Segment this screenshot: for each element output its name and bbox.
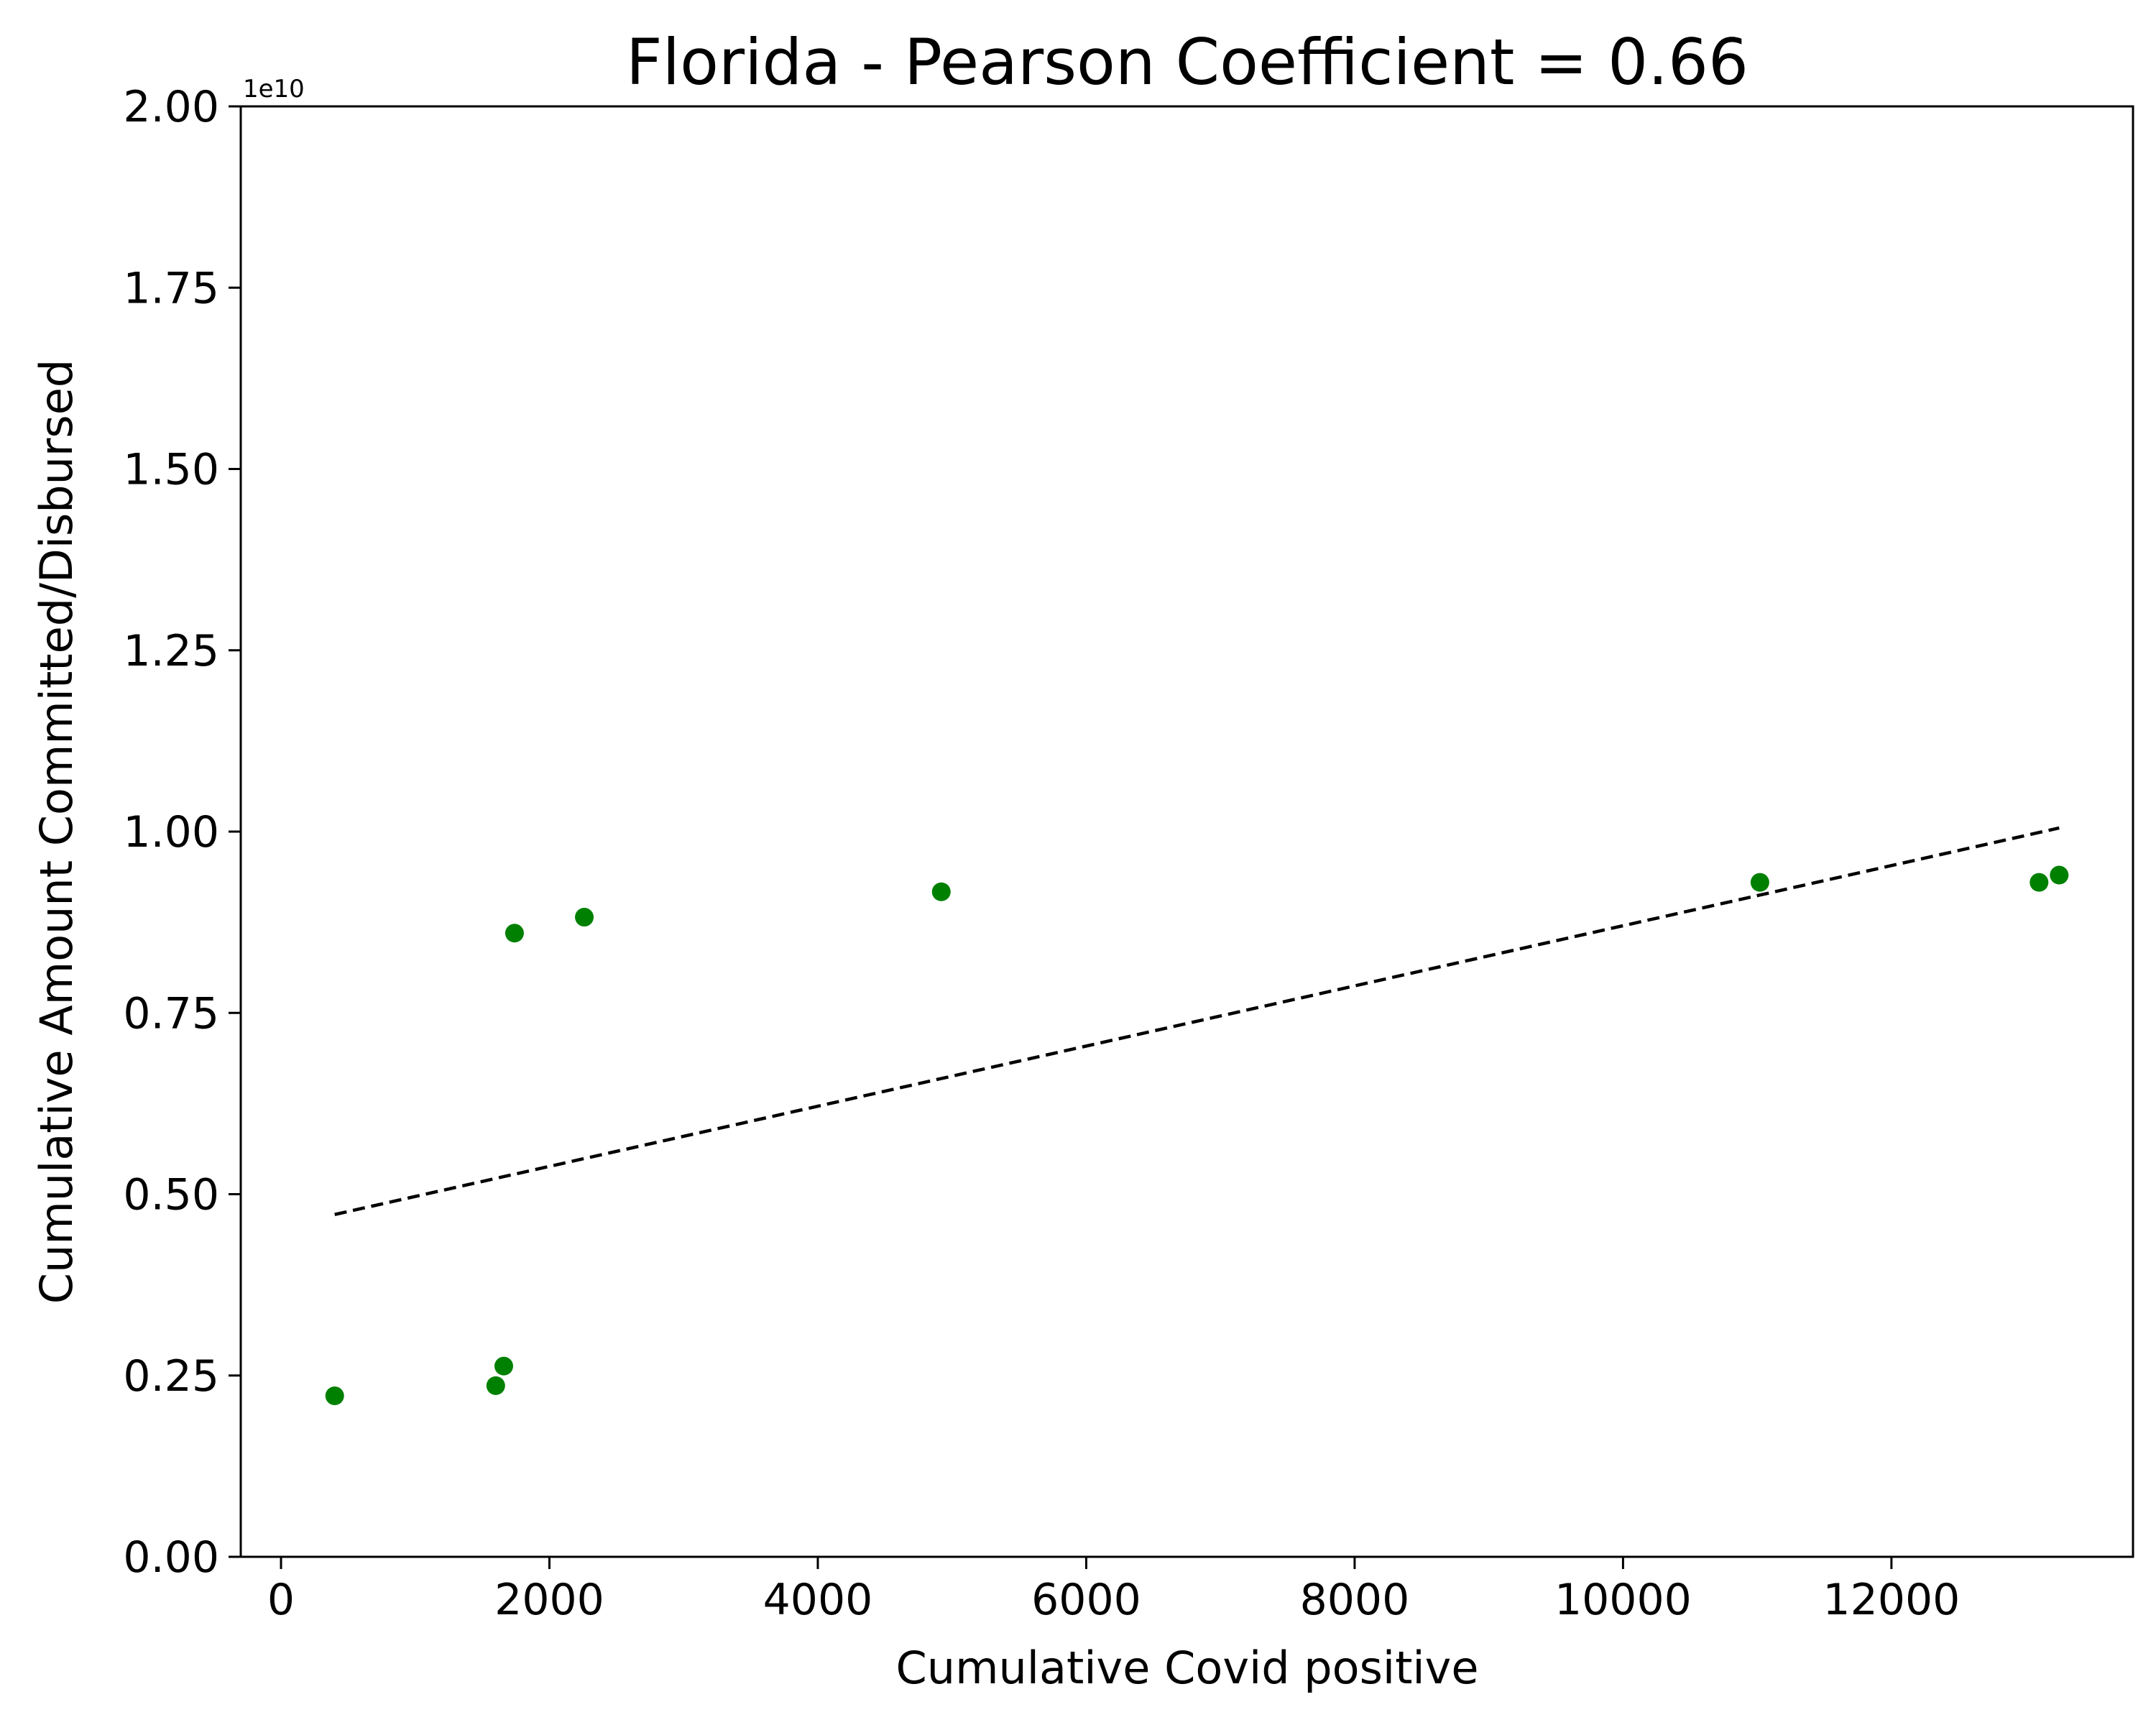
data-point [931,882,951,901]
y-tick-label: 1.75 [123,263,219,313]
x-tick-label: 12000 [1823,1575,1960,1625]
x-tick-label: 6000 [1031,1575,1141,1625]
data-point [494,1356,514,1376]
data-point [1750,873,1769,892]
plot-area: 0 2000 4000 6000 8000 10000 12000 0.00 0.25 0.50 0… [123,82,2134,1625]
chart-title: Florida - Pearson Coefficient = 0.66 [626,25,1749,99]
y-tick-label: 1.00 [123,807,219,857]
data-point [486,1376,505,1395]
data-point [325,1386,344,1406]
y-axis-label: Cumulative Amount Committed/Disbursed [30,359,83,1304]
y-tick-label: 0.25 [123,1351,219,1402]
y-tick-label: 1.25 [123,626,219,676]
y-tick-label: 0.00 [123,1532,219,1583]
data-point [575,908,594,927]
x-tick-label: 2000 [494,1575,604,1625]
plot-frame [239,105,2134,1558]
x-tick-label: 8000 [1300,1575,1410,1625]
y-axis-offset-label: 1e10 [243,75,305,104]
y-tick-label: 0.50 [123,1170,219,1220]
y-tick-label: 2.00 [123,82,219,132]
y-tick-label: 1.50 [123,445,219,495]
trend-line [334,826,2060,1216]
y-tick-label: 0.75 [123,988,219,1039]
data-point [505,924,524,943]
x-tick-label: 0 [267,1575,295,1625]
x-tick-label: 10000 [1554,1575,1692,1625]
x-tick-label: 4000 [763,1575,873,1625]
data-point [2030,873,2049,892]
data-point [2050,865,2069,885]
x-axis-label: Cumulative Covid positive [896,1642,1479,1694]
